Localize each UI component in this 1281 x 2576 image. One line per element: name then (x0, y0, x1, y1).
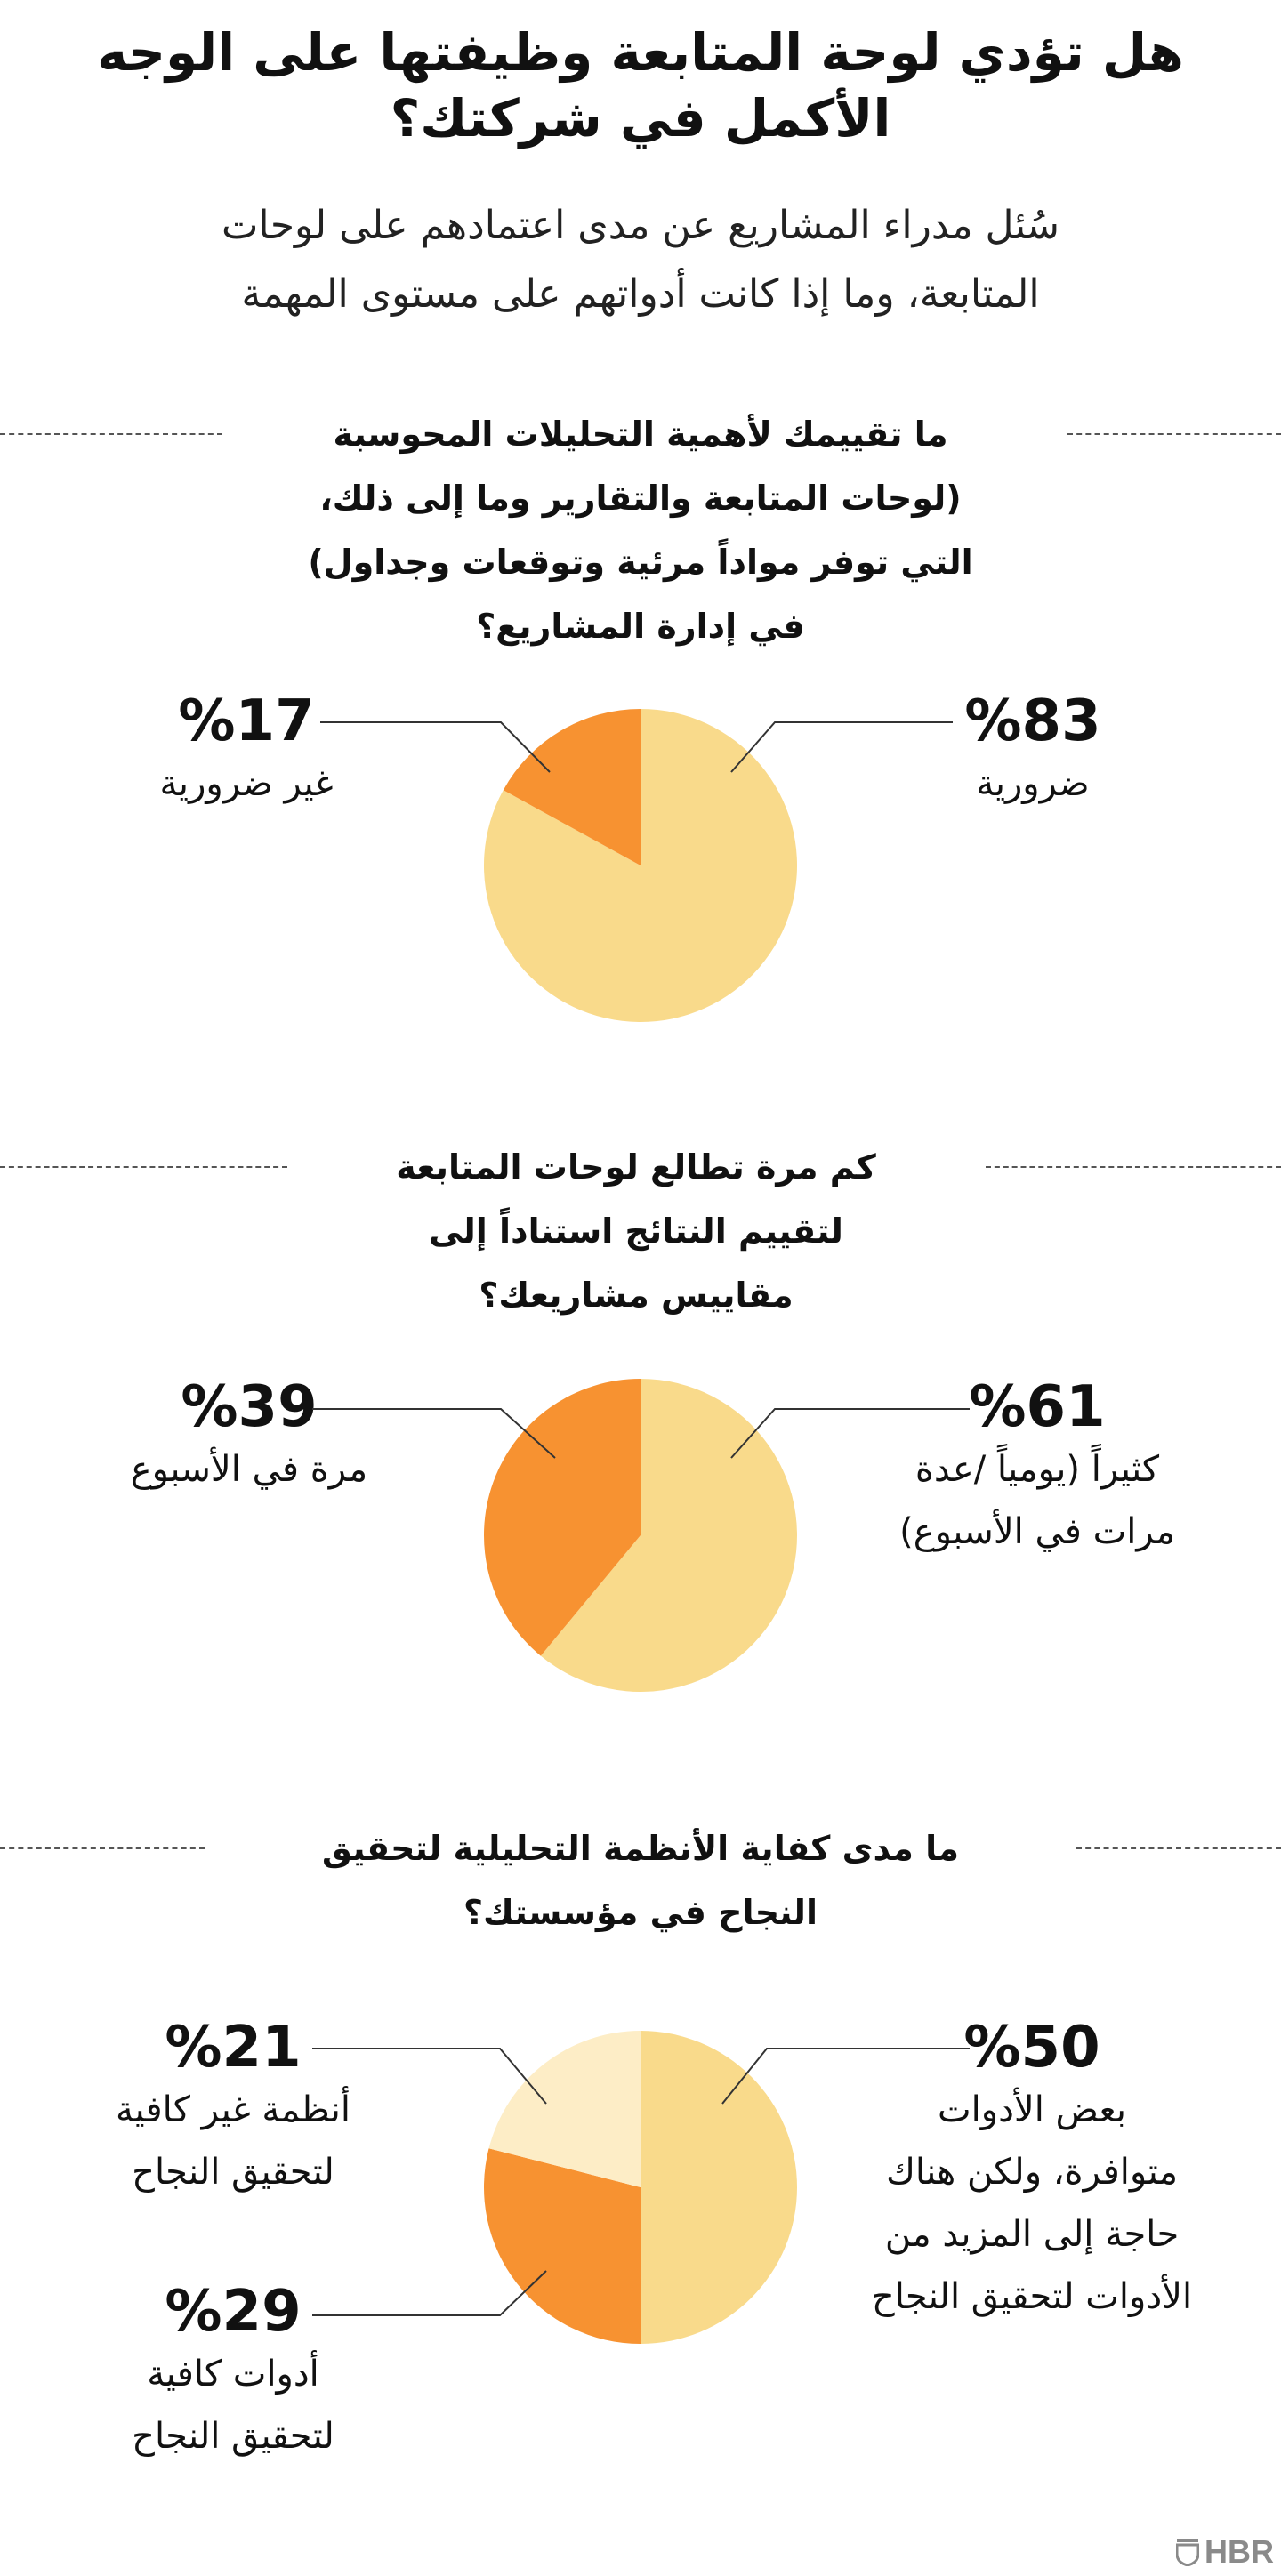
leader-line (320, 721, 551, 773)
question-line: مقاييس مشاريعك؟ (479, 1276, 794, 1315)
leader-line (312, 2048, 547, 2105)
leader-line (730, 1408, 970, 1459)
chart1-label-essential: %83 ضرورية (855, 690, 1211, 815)
leader-line (312, 1408, 556, 1459)
page-title: هل تؤدي لوحة المتابعة وظيفتها على الوجه … (71, 20, 1210, 151)
percent-label: %39 (181, 1374, 318, 1440)
percent-label: %21 (165, 2015, 302, 2081)
percent-label: %17 (178, 688, 315, 754)
chart3-label-sufficient: %29 أدوات كافية لتحقيق النجاح (55, 2281, 411, 2467)
title-line: هل تؤدي لوحة المتابعة وظيفتها على الوجه (97, 22, 1184, 83)
slice-label: أدوات كافية (147, 2354, 319, 2395)
divider (0, 1847, 205, 1849)
logo-text: HBR (1204, 2533, 1274, 2570)
question-line: (لوحات المتابعة والتقارير وما إلى ذلك، (319, 479, 962, 518)
divider (0, 433, 222, 435)
chart2-label-weekly: %39 مرة في الأسبوع (71, 1376, 427, 1501)
slice-label: غير ضرورية (159, 763, 334, 804)
chart1-question: ما تقييمك لأهمية التحليلات المحوسبة (لوح… (231, 402, 1050, 658)
percent-label: %61 (969, 1374, 1106, 1440)
divider (1068, 433, 1281, 435)
title-line: الأكمل في شركتك؟ (390, 88, 891, 149)
chart3-question: ما مدى كفاية الأنظمة التحليلية لتحقيق ال… (214, 1816, 1068, 1944)
slice-label: مرة في الأسبوع (130, 1449, 368, 1490)
question-line: التي توفر مواداً مرئية وتوقعات وجداول) (308, 543, 973, 582)
leader-line (730, 721, 953, 773)
slice-label: ضرورية (976, 763, 1090, 804)
divider (1076, 1847, 1281, 1849)
percent-label: %83 (964, 688, 1101, 754)
shield-icon (1176, 2539, 1199, 2566)
leader-line (312, 2270, 547, 2316)
percent-label: %29 (165, 2279, 302, 2345)
slice-label: لتحقيق النجاح (132, 2152, 334, 2193)
percent-label: %50 (963, 2015, 1100, 2081)
subtitle-line: المتابعة، وما إذا كانت أدواتهم على مستوى… (241, 271, 1040, 317)
pie1-slice-17 (503, 709, 640, 865)
slice-label: بعض الأدوات (938, 2089, 1126, 2130)
slice-label: لتحقيق النجاح (132, 2416, 334, 2457)
chart2-question: كم مرة تطالع لوحات المتابعة لتقييم النتا… (294, 1135, 979, 1327)
slice-label: أنظمة غير كافية (116, 2089, 350, 2130)
pie1-slice-83 (484, 709, 798, 1022)
chart3-label-insufficient: %21 أنظمة غير كافية لتحقيق النجاح (55, 2017, 411, 2203)
hbr-logo: HBR (1176, 2533, 1274, 2571)
subtitle-line: سُئل مدراء المشاريع عن مدى اعتمادهم على … (221, 203, 1060, 248)
page-subtitle: سُئل مدراء المشاريع عن مدى اعتمادهم على … (89, 191, 1192, 328)
pie3-slice-21 (488, 2031, 640, 2187)
question-line: ما تقييمك لأهمية التحليلات المحوسبة (333, 415, 948, 454)
divider (0, 1166, 287, 1168)
chart2-label-often: %61 كثيراً (يومياً /عدة مرات في الأسبوع) (859, 1376, 1215, 1563)
pie2-slice-39 (483, 1379, 640, 1656)
divider (986, 1166, 1281, 1168)
chart1-label-nonessential: %17 غير ضرورية (68, 690, 424, 815)
question-line: النجاح في مؤسستك؟ (463, 1893, 818, 1932)
question-line: لتقييم النتائج استناداً إلى (429, 1212, 843, 1251)
question-line: ما مدى كفاية الأنظمة التحليلية لتحقيق (322, 1829, 959, 1868)
slice-label: كثيراً (يومياً /عدة (914, 1449, 1160, 1490)
pie3-slice-50 (640, 2031, 797, 2344)
slice-label: مرات في الأسبوع) (899, 1511, 1175, 1552)
slice-label: حاجة إلى المزيد من (884, 2214, 1180, 2255)
leader-line (721, 2048, 970, 2105)
slice-label: الأدوات لتحقيق النجاح (871, 2276, 1193, 2317)
chart3-label-some: %50 بعض الأدوات متوافرة، ولكن هناك حاجة … (854, 2017, 1210, 2328)
question-line: كم مرة تطالع لوحات المتابعة (396, 1147, 876, 1187)
question-line: في إدارة المشاريع؟ (476, 607, 805, 646)
pie3-slice-29 (483, 2148, 640, 2344)
slice-label: متوافرة، ولكن هناك (885, 2152, 1179, 2193)
